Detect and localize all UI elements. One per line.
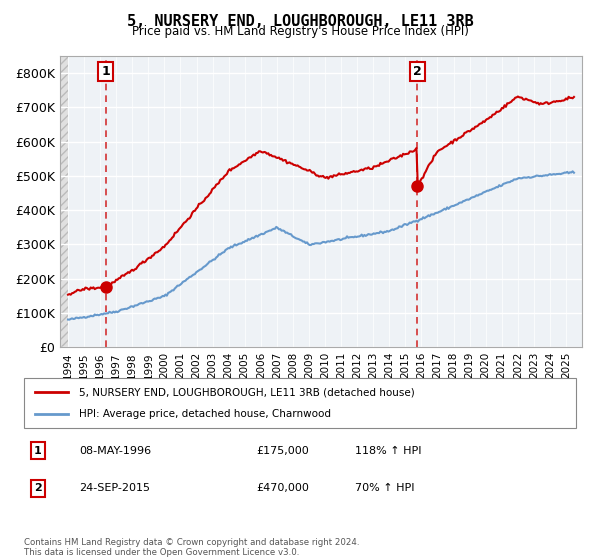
Text: Price paid vs. HM Land Registry's House Price Index (HPI): Price paid vs. HM Land Registry's House … (131, 25, 469, 38)
FancyBboxPatch shape (24, 378, 576, 428)
Text: 1: 1 (34, 446, 41, 456)
Text: 2: 2 (34, 483, 41, 493)
Text: £470,000: £470,000 (256, 483, 309, 493)
Text: 2: 2 (413, 65, 421, 78)
Text: 08-MAY-1996: 08-MAY-1996 (79, 446, 151, 456)
Text: 5, NURSERY END, LOUGHBOROUGH, LE11 3RB: 5, NURSERY END, LOUGHBOROUGH, LE11 3RB (127, 14, 473, 29)
Text: £175,000: £175,000 (256, 446, 308, 456)
Text: 118% ↑ HPI: 118% ↑ HPI (355, 446, 422, 456)
Bar (60, 56, 68, 347)
Text: 24-SEP-2015: 24-SEP-2015 (79, 483, 150, 493)
Text: 70% ↑ HPI: 70% ↑ HPI (355, 483, 415, 493)
Text: Contains HM Land Registry data © Crown copyright and database right 2024.
This d: Contains HM Land Registry data © Crown c… (24, 538, 359, 557)
Text: 1: 1 (101, 65, 110, 78)
Text: 5, NURSERY END, LOUGHBOROUGH, LE11 3RB (detached house): 5, NURSERY END, LOUGHBOROUGH, LE11 3RB (… (79, 387, 415, 397)
Text: HPI: Average price, detached house, Charnwood: HPI: Average price, detached house, Char… (79, 409, 331, 419)
